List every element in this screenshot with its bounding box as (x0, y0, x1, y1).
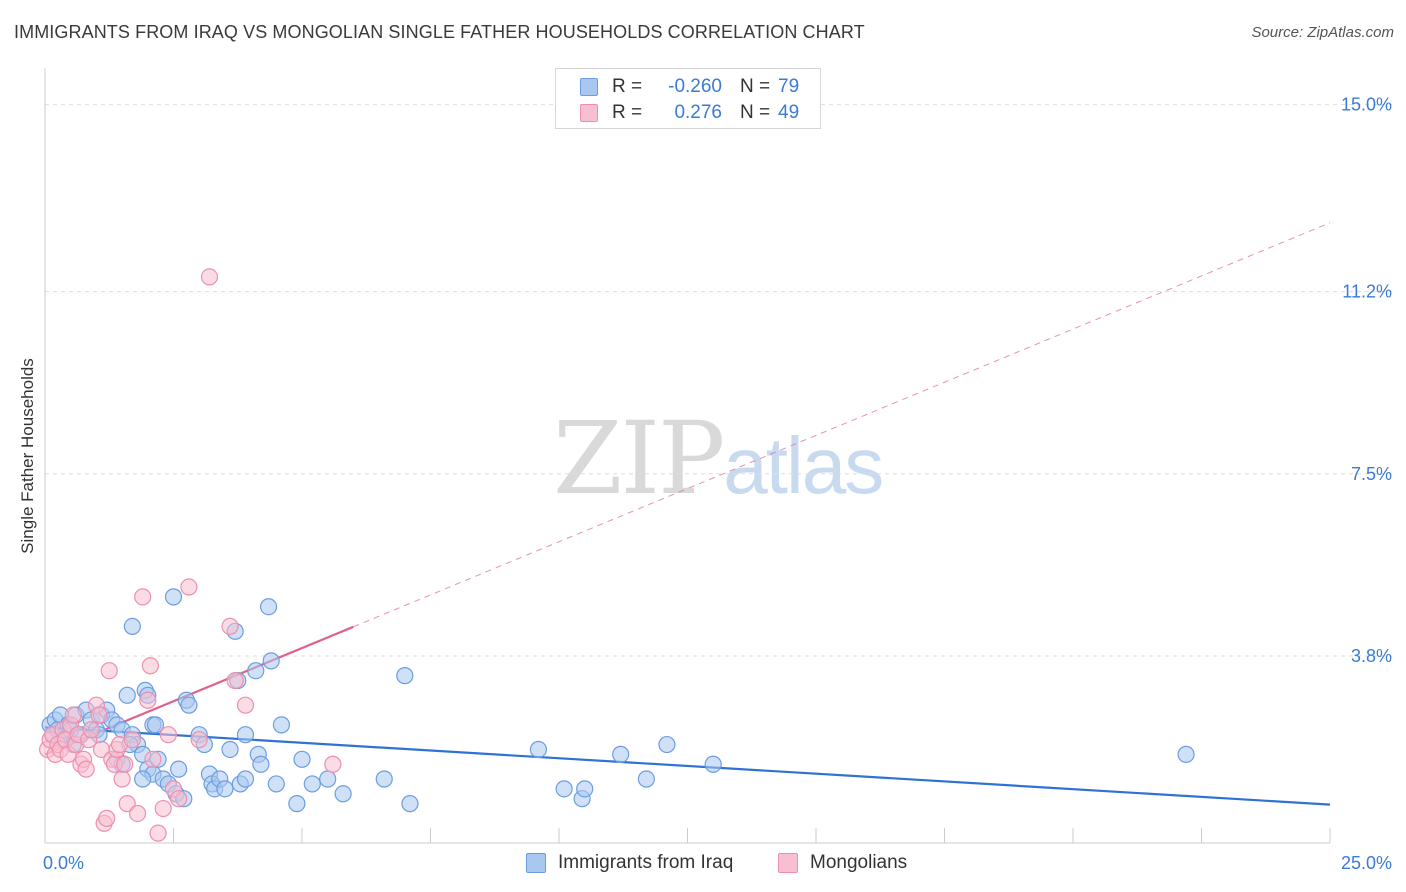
point-mongolians (221, 617, 239, 636)
point-mongolians (123, 731, 141, 749)
point-mongolians (113, 770, 131, 788)
legend-label: Mongolians (810, 852, 908, 873)
point-mongolians (139, 691, 157, 709)
point-iraq (247, 662, 265, 680)
legend-swatch-blue (526, 853, 546, 873)
point-mongolians (180, 578, 198, 596)
y-tick-label: 11.2% (1342, 282, 1392, 302)
point-iraq (293, 750, 311, 768)
point-mongolians (134, 588, 152, 606)
legend-row-iraq: R = -0.260 N = 79 (580, 75, 799, 99)
point-mongolians (90, 706, 108, 724)
legend-item-mongolians[interactable]: Mongolians (778, 852, 907, 874)
point-iraq (319, 770, 337, 788)
point-mongolians (77, 760, 95, 778)
legend-r-label: R = (612, 76, 643, 97)
legend-swatch-pink (778, 853, 798, 873)
point-iraq (637, 770, 655, 788)
point-iraq (164, 588, 183, 606)
point-iraq (555, 780, 573, 798)
watermark: ZIPatlas (553, 400, 884, 517)
point-iraq (146, 716, 165, 734)
point-iraq (123, 617, 141, 636)
x-tick-label: 0.0% (43, 853, 84, 873)
legend-r-value: -0.260 (668, 76, 722, 97)
point-iraq (375, 770, 393, 788)
correlation-legend: R = -0.260 N = 79 R = 0.276 N = 49 (555, 68, 821, 129)
source-label: Source: ZipAtlas.com (1251, 24, 1394, 41)
point-mongolians (64, 706, 82, 724)
point-mongolians (149, 824, 167, 842)
chart-title: IMMIGRANTS FROM IRAQ VS MONGOLIAN SINGLE… (14, 22, 865, 42)
point-iraq (612, 745, 630, 763)
legend-swatch-blue (580, 78, 598, 96)
point-iraq (236, 770, 255, 788)
y-tick-label: 7.5% (1351, 464, 1392, 484)
point-iraq (221, 740, 239, 759)
point-iraq (180, 696, 198, 714)
point-iraq (401, 795, 419, 813)
axes (44, 68, 1331, 844)
watermark-zip: ZIP (553, 400, 725, 517)
legend-n-label: N = (740, 102, 771, 123)
y-tick-label: 3.8% (1351, 646, 1392, 666)
point-iraq (236, 726, 255, 744)
point-mongolians (226, 671, 244, 690)
y-tick-label: 15.0% (1341, 95, 1392, 115)
point-mongolians (200, 268, 219, 286)
point-mongolians (116, 755, 134, 773)
legend-swatch-pink (580, 104, 598, 122)
point-iraq (118, 686, 136, 704)
point-mongolians (82, 721, 100, 739)
point-iraq (259, 598, 278, 616)
point-iraq (658, 735, 676, 754)
point-iraq (262, 652, 280, 670)
point-iraq (704, 755, 722, 773)
trend-line-mongolians-extension (353, 222, 1331, 628)
point-mongolians (154, 799, 172, 818)
legend-row-mongolians: R = 0.276 N = 49 (580, 101, 799, 125)
legend-n-value: 49 (778, 102, 800, 123)
legend-item-iraq[interactable]: Immigrants from Iraq (526, 852, 733, 874)
x-tick-label: 25.0% (1341, 853, 1392, 873)
point-mongolians (190, 731, 208, 749)
legend-r-label: R = (612, 102, 643, 123)
point-mongolians (170, 790, 188, 808)
watermark-atlas: atlas (723, 421, 884, 510)
point-iraq (396, 667, 414, 685)
point-iraq (134, 770, 152, 788)
data-points (38, 268, 1195, 842)
point-iraq (1177, 745, 1195, 763)
point-iraq (288, 795, 306, 813)
legend-label: Immigrants from Iraq (558, 852, 734, 873)
grid-lines (45, 104, 1392, 657)
point-iraq (252, 755, 270, 773)
point-iraq (170, 760, 188, 778)
point-iraq (334, 785, 352, 803)
point-mongolians (128, 804, 147, 823)
legend-n-label: N = (740, 76, 771, 97)
legend-r-value: 0.276 (674, 102, 722, 123)
point-mongolians (324, 755, 342, 773)
point-iraq (267, 775, 285, 793)
point-mongolians (144, 750, 162, 768)
point-iraq (529, 740, 548, 759)
point-iraq (303, 775, 321, 793)
trend-line-iraq (44, 726, 1331, 806)
point-mongolians (236, 696, 255, 714)
tick-labels: 3.8% 7.5% 11.2% 15.0% 0.0% 25.0% (43, 95, 1392, 873)
point-iraq (576, 780, 594, 798)
legend-n-value: 79 (778, 76, 800, 97)
trend-lines (44, 222, 1331, 806)
point-mongolians (98, 809, 116, 827)
point-iraq (216, 780, 234, 798)
point-mongolians (100, 662, 118, 680)
point-mongolians (141, 657, 159, 675)
point-iraq (272, 716, 291, 734)
point-mongolians (159, 726, 177, 744)
series-legend: Immigrants from Iraq Mongolians (0, 852, 1406, 876)
